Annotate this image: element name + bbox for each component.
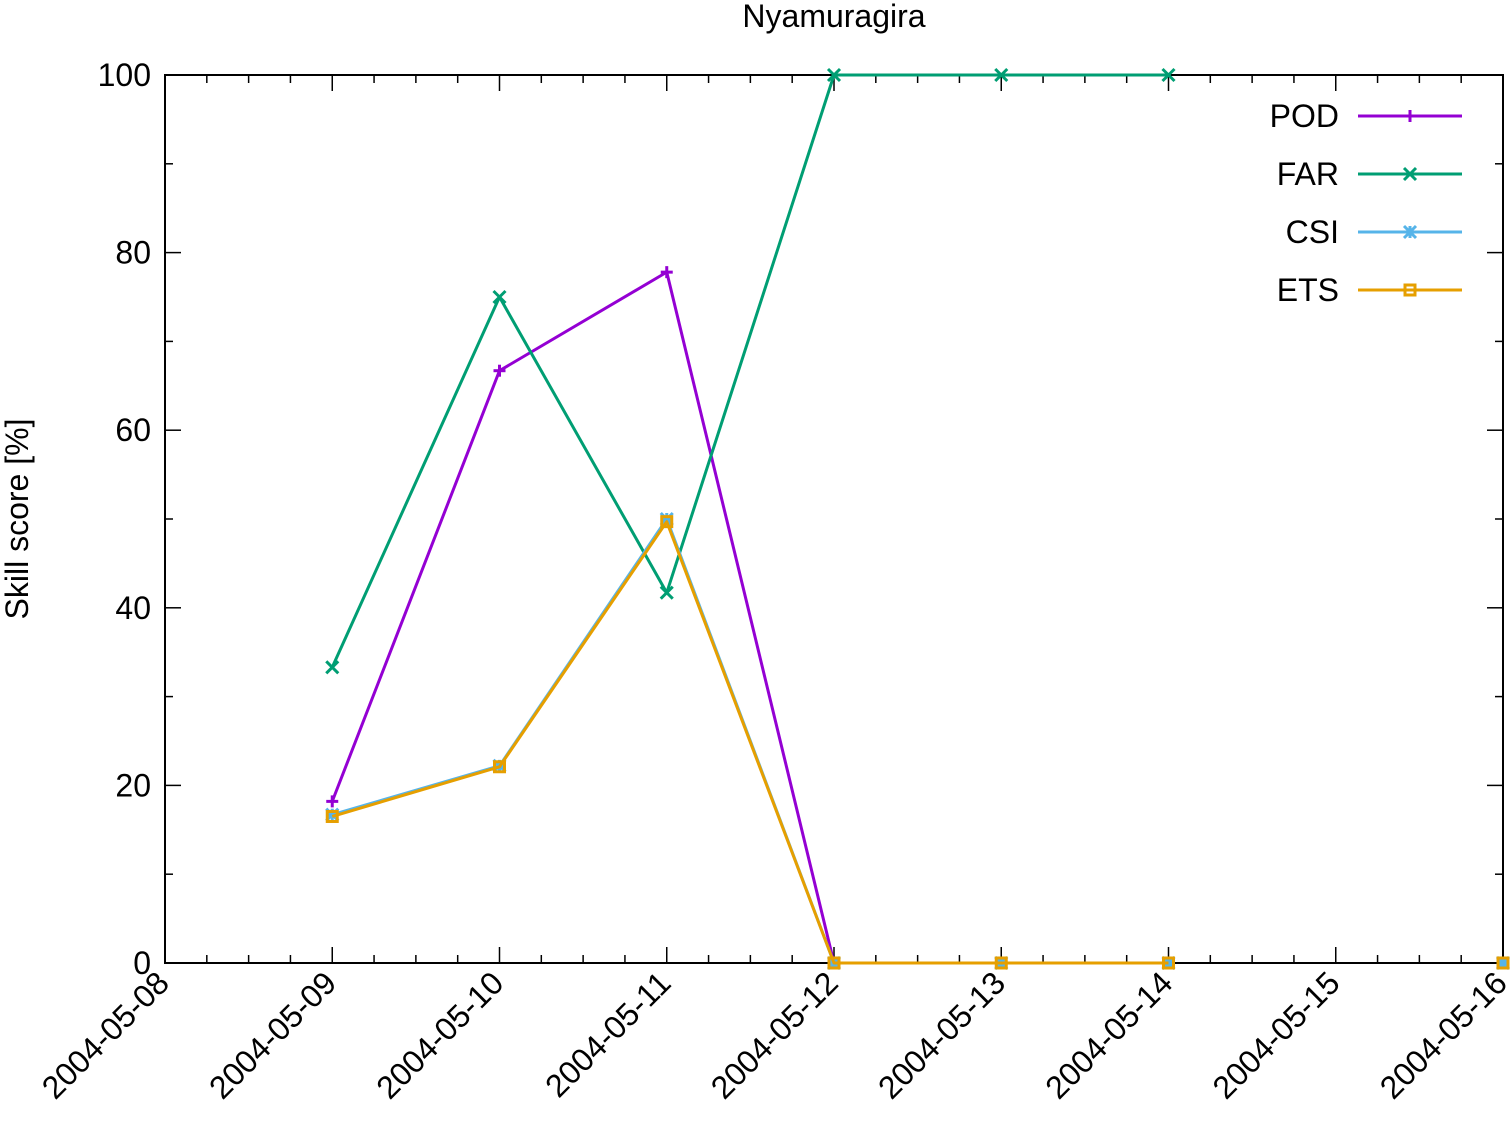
marker-stroke (492, 289, 507, 305)
x-tick-label: 2004-05-08 (35, 964, 176, 1105)
marker-stroke (659, 585, 674, 600)
series-pod (326, 266, 1509, 969)
marker-stroke (1496, 956, 1510, 970)
marker-stroke (325, 660, 340, 675)
data-point-far (1161, 67, 1176, 83)
legend-label: FAR (1277, 156, 1339, 192)
legend-marker (1403, 283, 1417, 297)
data-point-ets (325, 809, 339, 823)
legend-item-far: FAR (1277, 156, 1462, 192)
x-tick-label: 2004-05-09 (202, 964, 343, 1105)
marker-stroke (1162, 956, 1175, 970)
data-point-ets (493, 760, 506, 774)
series-far (325, 67, 1176, 675)
marker-stroke (994, 67, 1009, 83)
data-point-far (994, 67, 1009, 83)
marker-stroke (994, 956, 1008, 970)
data-point-far (826, 67, 842, 83)
y-tick-label: 100 (98, 57, 151, 93)
x-tick-label: 2004-05-10 (369, 964, 510, 1105)
data-point-ets (994, 956, 1008, 970)
marker-stroke (325, 809, 339, 823)
marker-stroke (1402, 224, 1418, 240)
data-point-far (659, 585, 674, 600)
data-point-far (325, 660, 340, 675)
series-csi (325, 511, 1511, 971)
y-axis-label: Skill score [%] (0, 419, 35, 620)
series-line-ets (331, 520, 1169, 965)
x-tick-label: 2004-05-15 (1205, 964, 1346, 1105)
series-ets (325, 515, 1510, 970)
y-tick-label: 20 (115, 767, 151, 803)
legend-label: POD (1270, 98, 1339, 134)
data-point-pod (493, 364, 506, 377)
plot-frame (164, 74, 1504, 964)
legend-item-pod: POD (1270, 98, 1462, 134)
y-tick-label: 40 (115, 590, 151, 626)
y-tick-label: 0 (133, 945, 151, 981)
legend-label: ETS (1277, 272, 1339, 308)
marker-stroke (660, 515, 674, 529)
data-point-ets (827, 956, 841, 970)
marker-stroke (1161, 67, 1176, 83)
y-tick-label: 80 (115, 235, 151, 271)
x-tick-label: 2004-05-14 (1038, 964, 1179, 1105)
chart-title: Nyamuragira (742, 0, 925, 34)
marker-stroke (1403, 283, 1417, 297)
legend-marker (1404, 110, 1416, 122)
data-point-ets (1496, 956, 1510, 970)
y-tick-label: 60 (115, 412, 151, 448)
marker-stroke (827, 956, 841, 970)
legend-marker (1402, 166, 1418, 182)
legend: POD FAR CSI ETS (1270, 98, 1462, 308)
marker-stroke (493, 760, 506, 774)
x-tick-label: 2004-05-16 (1373, 964, 1511, 1105)
marker-stroke (1402, 166, 1418, 182)
marker-stroke (826, 67, 842, 83)
series-layer (325, 67, 1511, 971)
data-point-ets (1162, 956, 1175, 970)
legend-item-csi: CSI (1286, 214, 1462, 250)
data-point-far (492, 289, 507, 305)
legend-label: CSI (1286, 214, 1339, 250)
x-tick-label: 2004-05-12 (704, 964, 845, 1105)
series-line-far (330, 73, 1169, 668)
data-point-pod (326, 795, 339, 808)
data-point-pod (660, 266, 673, 279)
legend-item-ets: ETS (1277, 272, 1462, 308)
legend-marker (1402, 224, 1418, 240)
x-tick-label: 2004-05-13 (871, 964, 1012, 1105)
series-line-pod (330, 270, 1169, 965)
x-tick-label: 2004-05-11 (538, 964, 678, 1104)
data-point-ets (660, 515, 674, 529)
